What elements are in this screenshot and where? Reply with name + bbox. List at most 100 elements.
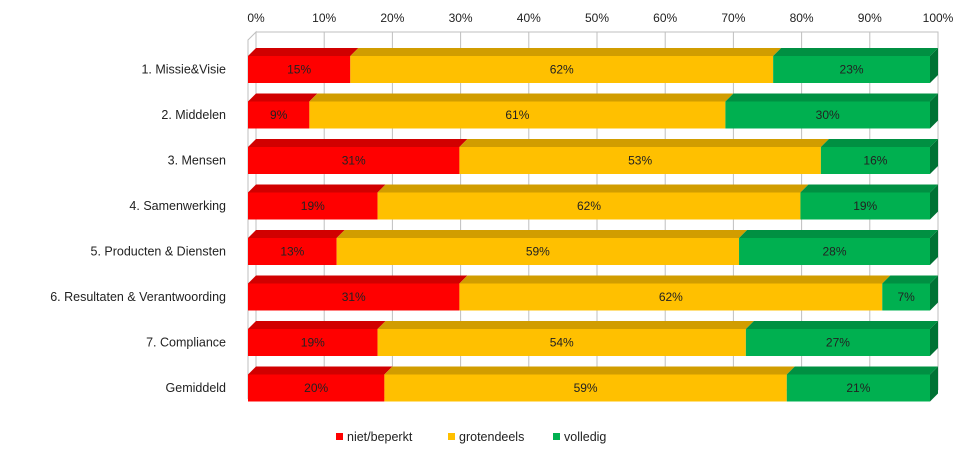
legend-label: volledig — [564, 430, 606, 444]
bar — [248, 329, 378, 356]
bar-segment-grotendeels — [309, 93, 734, 129]
bar — [820, 147, 930, 174]
legend-label: grotendeels — [459, 430, 524, 444]
bar-top-face — [739, 230, 938, 238]
bar-top-face — [459, 275, 891, 284]
legend-swatch — [553, 433, 560, 440]
bars — [248, 48, 938, 402]
bar — [745, 329, 930, 356]
data-label: 9% — [270, 108, 288, 122]
category-label: 2. Middelen — [161, 108, 226, 122]
bar-top-face — [248, 184, 386, 193]
bar — [377, 329, 746, 356]
bar-side-face — [930, 93, 938, 129]
bar — [248, 147, 460, 174]
bar-top-face — [820, 139, 938, 147]
x-tick-label: 80% — [790, 11, 814, 25]
bar-segment-nietbeperkt — [248, 321, 386, 356]
bar-segment-nietbeperkt — [248, 275, 468, 311]
data-label: 53% — [628, 154, 652, 168]
bar-top-face — [248, 139, 468, 147]
legend-swatch — [336, 433, 343, 440]
bar — [786, 374, 930, 402]
bar — [739, 238, 930, 265]
bar-top-face — [248, 321, 386, 329]
data-label: 59% — [526, 245, 550, 259]
data-label: 19% — [853, 199, 877, 213]
bar-segment-nietbeperkt — [248, 184, 386, 220]
bar-top-face — [384, 366, 795, 375]
bar — [309, 101, 726, 129]
data-label: 62% — [659, 290, 683, 304]
bar-side-face — [930, 275, 938, 311]
bar — [459, 147, 821, 174]
data-label: 16% — [863, 154, 887, 168]
bar-side-face — [930, 139, 938, 174]
legend-item: volledig — [553, 430, 606, 444]
bar-top-face — [248, 275, 468, 284]
bar-segment-volledig — [725, 93, 938, 129]
data-label: 27% — [826, 336, 850, 350]
x-tick-label: 20% — [380, 11, 404, 25]
bar-segment-volledig — [786, 366, 938, 402]
category-label: 4. Samenwerking — [129, 199, 226, 213]
bar-side-face — [930, 184, 938, 220]
legend-item: niet/beperkt — [336, 430, 413, 444]
bar — [248, 374, 385, 402]
bar — [800, 192, 930, 220]
bar-segment-volledig — [882, 275, 938, 311]
bar — [725, 101, 930, 129]
x-tick-label: 90% — [858, 11, 882, 25]
bar-segment-grotendeels — [377, 184, 809, 220]
category-label: 7. Compliance — [146, 336, 226, 350]
category-label: 6. Resultaten & Verantwoording — [50, 290, 226, 304]
bar-top-face — [882, 275, 938, 284]
x-tick-label: 60% — [653, 11, 677, 25]
bar-segment-grotendeels — [459, 139, 829, 174]
x-tick-label: 30% — [449, 11, 473, 25]
bar-top-face — [786, 366, 938, 375]
bar — [377, 192, 801, 220]
bar-segment-grotendeels — [350, 48, 782, 83]
category-label: 1. Missie&Visie — [141, 63, 226, 77]
bar-segment-volledig — [745, 321, 938, 356]
data-label: 15% — [287, 63, 311, 77]
bar — [248, 101, 310, 129]
data-label: 19% — [301, 199, 325, 213]
data-label: 13% — [280, 245, 304, 259]
bar-top-face — [336, 230, 748, 238]
bar — [384, 374, 787, 402]
data-label: 28% — [823, 245, 847, 259]
bar-top-face — [725, 93, 938, 102]
bar-top-face — [377, 184, 809, 193]
bar-top-face — [459, 139, 829, 147]
data-label: 20% — [304, 381, 328, 395]
data-label: 7% — [897, 290, 915, 304]
legend-label: niet/beperkt — [347, 430, 413, 444]
data-label: 62% — [577, 199, 601, 213]
bar-segment-grotendeels — [459, 275, 891, 311]
bar-top-face — [350, 48, 782, 56]
data-label: 31% — [342, 154, 366, 168]
bar-segment-nietbeperkt — [248, 139, 468, 174]
bar — [248, 192, 378, 220]
category-label: 5. Producten & Diensten — [91, 245, 227, 259]
bar-segment-nietbeperkt — [248, 48, 359, 83]
bar-segment-volledig — [820, 139, 938, 174]
x-tick-label: 50% — [585, 11, 609, 25]
data-label: 21% — [846, 381, 870, 395]
bar — [773, 56, 930, 83]
bar-side-face — [930, 366, 938, 402]
bar-side-face — [930, 48, 938, 83]
bar-top-face — [773, 48, 938, 56]
x-tick-label: 0% — [247, 11, 265, 25]
bar-top-face — [248, 48, 359, 56]
bar-top-face — [248, 366, 393, 375]
x-tick-label: 10% — [312, 11, 336, 25]
bar — [882, 283, 930, 311]
data-label: 59% — [574, 381, 598, 395]
category-label: Gemiddeld — [166, 381, 226, 395]
bar-segment-nietbeperkt — [248, 230, 345, 265]
bar-side-face — [930, 230, 938, 265]
